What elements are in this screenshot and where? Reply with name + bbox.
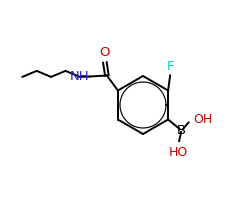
Text: O: O — [100, 46, 110, 59]
Text: NH: NH — [69, 70, 89, 83]
Text: F: F — [167, 60, 174, 73]
Text: HO: HO — [168, 146, 188, 158]
Text: B: B — [177, 124, 186, 137]
Text: OH: OH — [193, 113, 212, 126]
